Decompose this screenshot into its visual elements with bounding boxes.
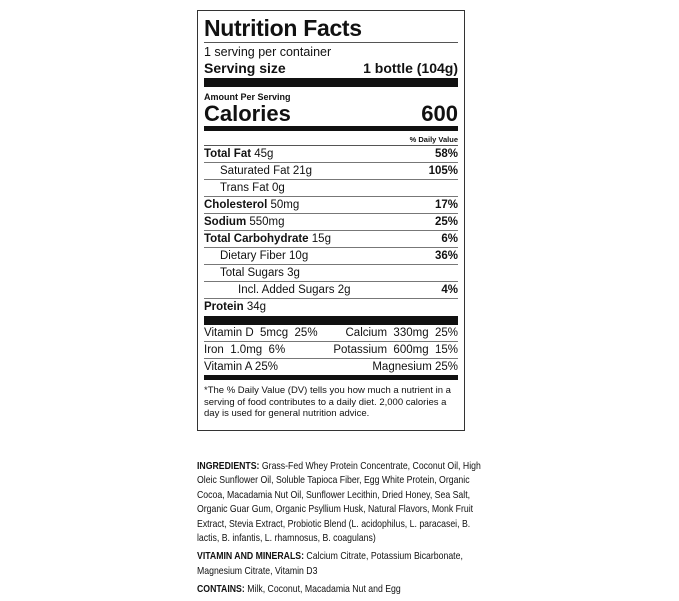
nutrient-row: Incl. Added Sugars 2g 4% [204, 282, 458, 299]
nutrient-name: Sodium [204, 216, 247, 228]
nutrient-amount: 45g [254, 148, 274, 160]
nutrient-daily-value: 4% [441, 284, 458, 296]
section-line: Calcium Citrate, Potassium Bicarbonate, [304, 550, 463, 563]
label-title: Nutrition Facts [204, 15, 362, 41]
ingredients-section: INGREDIENTS: Grass-Fed Whey Protein Conc… [197, 459, 481, 601]
nutrient-row: Protein 34g [204, 299, 458, 315]
nutrient-name: Incl. Added Sugars [238, 284, 335, 296]
medium-divider [204, 375, 458, 380]
nutrient-name: Cholesterol [204, 199, 268, 211]
nutrient-row: Sodium 550mg 25% [204, 214, 458, 231]
footnote: *The % Daily Value (DV) tells you how mu… [204, 385, 451, 419]
nutrient-name-amount: Dietary Fiber 10g [204, 248, 308, 264]
nutrient-amount: 0g [271, 182, 285, 194]
section-line: Extract, Stevia Extract, Probiotic Blend… [197, 517, 471, 530]
nutrient-row: Dietary Fiber 10g 36% [204, 248, 458, 265]
section-label: INGREDIENTS: [197, 460, 260, 472]
vitamin-row: Vitamin D 5mcg 25% Calcium 330mg 25% [204, 325, 458, 342]
nutrient-name-amount: Cholesterol 50mg [204, 197, 299, 213]
serving-size-label: Serving size [204, 60, 286, 76]
contains-label: CONTAINS: [197, 583, 245, 596]
vitamin-left: Vitamin D 5mcg 25% [204, 327, 318, 339]
section-line: lactis, B. infantis, L. rhamnosus, B. co… [197, 532, 376, 545]
nutrient-row: Saturated Fat 21g 105% [204, 163, 458, 180]
nutrient-name-amount: Protein 34g [204, 299, 266, 315]
vitamin-list: Vitamin D 5mcg 25% Calcium 330mg 25% Iron … [204, 325, 458, 375]
section-line: Oleic Sunflower Oil, Soluble Tapioca Fib… [197, 474, 470, 487]
nutrient-row: Total Carbohydrate 15g 6% [204, 231, 458, 248]
divider [204, 42, 458, 43]
nutrient-amount: 3g [287, 267, 300, 279]
section-label: VITAMIN AND MINERALS: [197, 550, 305, 563]
contains: CONTAINS: Milk, Coconut, Macadamia Nut a… [197, 582, 481, 596]
serving-size-value: 1 bottle (104g) [363, 60, 458, 76]
divider [204, 145, 458, 146]
nutrient-amount: 10g [289, 250, 309, 262]
nutrient-row: Total Sugars 3g [204, 265, 458, 282]
nutrient-daily-value: 36% [434, 250, 458, 262]
calories-row: Calories 600 [204, 102, 458, 126]
nutrient-list: Total Fat 45g 58% Saturated Fat 21g 105% Tra… [204, 146, 458, 315]
servings-per-container: 1 serving per container [204, 45, 332, 59]
nutrient-amount: 2g [337, 284, 351, 296]
nutrition-facts-label: Nutrition Facts 1 serving per container … [197, 10, 465, 431]
nutrient-row: Total Fat 45g 58% [204, 146, 458, 163]
section-line: Organic Guar Gum, Organic Psyllium Husk,… [197, 503, 474, 516]
nutrient-daily-value: 105% [428, 165, 458, 177]
amount-per-serving: Amount Per Serving [204, 92, 291, 102]
nutrient-row: Trans Fat 0g [204, 180, 458, 197]
daily-value-header: % Daily Value [409, 135, 458, 144]
vitamin-left: Vitamin A 25% [204, 361, 278, 373]
nutrient-name-amount: Sodium 550mg [204, 214, 285, 230]
nutrient-name: Dietary Fiber [220, 250, 286, 262]
nutrient-name-amount: Total Fat 45g [204, 146, 273, 162]
vitamin-left: Iron 1.0mg 6% [204, 344, 286, 356]
vitamin-right: Magnesium 25% [372, 361, 458, 373]
vitamin-right: Potassium 600mg 15% [333, 344, 458, 356]
nutrient-name-amount: Total Carbohydrate 15g [204, 231, 331, 247]
medium-divider [204, 126, 458, 131]
nutrient-name-amount: Total Sugars 3g [204, 265, 300, 281]
vitamin-row: Iron 1.0mg 6% Potassium 600mg 15% [204, 342, 458, 359]
section-line: Grass-Fed Whey Protein Concentrate, Coco… [259, 460, 481, 472]
thick-divider [204, 316, 458, 325]
section-line: Magnesium Citrate, Vitamin D3 [197, 564, 318, 577]
nutrient-daily-value: 6% [441, 233, 458, 245]
nutrient-name-amount: Incl. Added Sugars 2g [204, 282, 351, 298]
nutrient-name: Trans Fat [220, 182, 269, 194]
nutrient-daily-value: 17% [434, 199, 458, 211]
section-line: Cocoa, Macadamia Nut Oil, Sunflower Leci… [197, 488, 471, 501]
nutrient-amount: 34g [246, 301, 267, 313]
nutrient-name: Total Carbohydrate [204, 233, 309, 245]
nutrient-amount: 550mg [249, 216, 285, 228]
nutrient-daily-value: 58% [434, 148, 458, 160]
nutrient-name: Total Fat [204, 148, 252, 160]
calories-value: 600 [421, 101, 458, 126]
nutrient-row: Cholesterol 50mg 17% [204, 197, 458, 214]
nutrient-daily-value: 25% [434, 216, 458, 228]
nutrient-amount: 15g [311, 233, 331, 245]
thick-divider [204, 78, 458, 87]
ingredients: INGREDIENTS: Grass-Fed Whey Protein Conc… [197, 459, 481, 545]
vitamin-row: Vitamin A 25% Magnesium 25% [204, 359, 458, 375]
nutrient-name-amount: Saturated Fat 21g [204, 163, 312, 179]
serving-size: Serving size 1 bottle (104g) [204, 60, 458, 77]
nutrient-amount: 50mg [270, 199, 300, 211]
nutrient-name-amount: Trans Fat 0g [204, 180, 285, 196]
nutrient-amount: 21g [292, 165, 313, 177]
contains-text: Milk, Coconut, Macadamia Nut and Egg [244, 583, 401, 596]
nutrient-name: Protein [204, 301, 244, 313]
nutrient-name: Saturated Fat [220, 165, 290, 177]
vitamin-right: Calcium 330mg 25% [345, 327, 459, 339]
vitamins-minerals: VITAMIN AND MINERALS: Calcium Citrate, P… [197, 549, 481, 578]
nutrient-name: Total Sugars [220, 267, 284, 279]
calories-label: Calories [204, 101, 291, 126]
